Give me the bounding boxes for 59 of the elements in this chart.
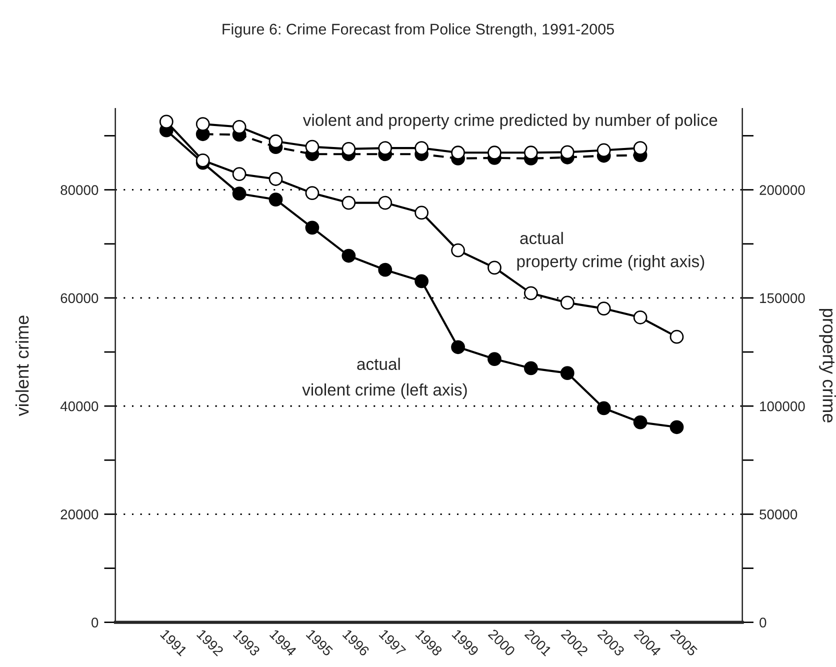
point xyxy=(488,352,502,366)
y-tick-label: 20000 xyxy=(60,510,98,520)
point xyxy=(451,243,465,258)
point xyxy=(342,142,356,156)
point xyxy=(305,220,320,235)
point xyxy=(524,286,538,300)
point xyxy=(342,248,356,263)
annotation: actual xyxy=(357,358,400,370)
point xyxy=(414,274,429,288)
point xyxy=(196,153,210,168)
point xyxy=(232,120,246,134)
point xyxy=(159,114,174,129)
y-tick-label: 40000 xyxy=(60,401,98,412)
chart-title: Figure 6: Crime Forecast from Police Strength, 1991-2005 xyxy=(222,23,614,38)
point xyxy=(670,330,684,344)
point xyxy=(451,340,465,354)
point xyxy=(524,146,538,160)
y2-axis-title: property crime xyxy=(819,308,836,422)
annotation: actual xyxy=(520,232,563,244)
point xyxy=(268,172,283,186)
point xyxy=(378,196,392,210)
y-axis-title: violent crime xyxy=(15,316,29,416)
point xyxy=(378,141,392,156)
point xyxy=(378,262,392,277)
point xyxy=(633,141,648,156)
point xyxy=(560,296,574,310)
y-tick-label: 60000 xyxy=(60,293,98,304)
annotation: violent and property crime predicted by number of police xyxy=(302,114,718,130)
point xyxy=(268,192,283,206)
point xyxy=(488,260,502,275)
point xyxy=(670,420,684,434)
y-tick-label: 80000 xyxy=(60,185,98,195)
point xyxy=(633,310,648,324)
y-tick-label: 0 xyxy=(92,618,98,628)
y2-tick-label: 50000 xyxy=(760,510,798,520)
point xyxy=(414,206,429,220)
point xyxy=(196,117,210,132)
point xyxy=(305,186,320,200)
y2-tick-label: 200000 xyxy=(760,185,805,195)
point xyxy=(451,146,465,160)
point xyxy=(488,146,502,160)
point xyxy=(414,141,429,156)
point xyxy=(596,143,611,158)
y2-tick-label: 150000 xyxy=(760,293,805,304)
point xyxy=(596,302,611,316)
point xyxy=(633,415,648,430)
y2-tick-label: 100000 xyxy=(760,401,805,412)
y2-tick-label: 0 xyxy=(760,618,766,628)
annotation: violent crime (left axis) xyxy=(302,383,467,399)
point xyxy=(232,167,246,181)
point xyxy=(305,140,320,154)
point xyxy=(232,186,246,201)
point xyxy=(560,145,574,160)
point xyxy=(596,401,611,416)
point xyxy=(560,366,574,380)
point xyxy=(342,196,356,210)
point xyxy=(268,134,283,148)
annotation: property crime (right axis) xyxy=(517,255,704,271)
point xyxy=(524,361,538,376)
